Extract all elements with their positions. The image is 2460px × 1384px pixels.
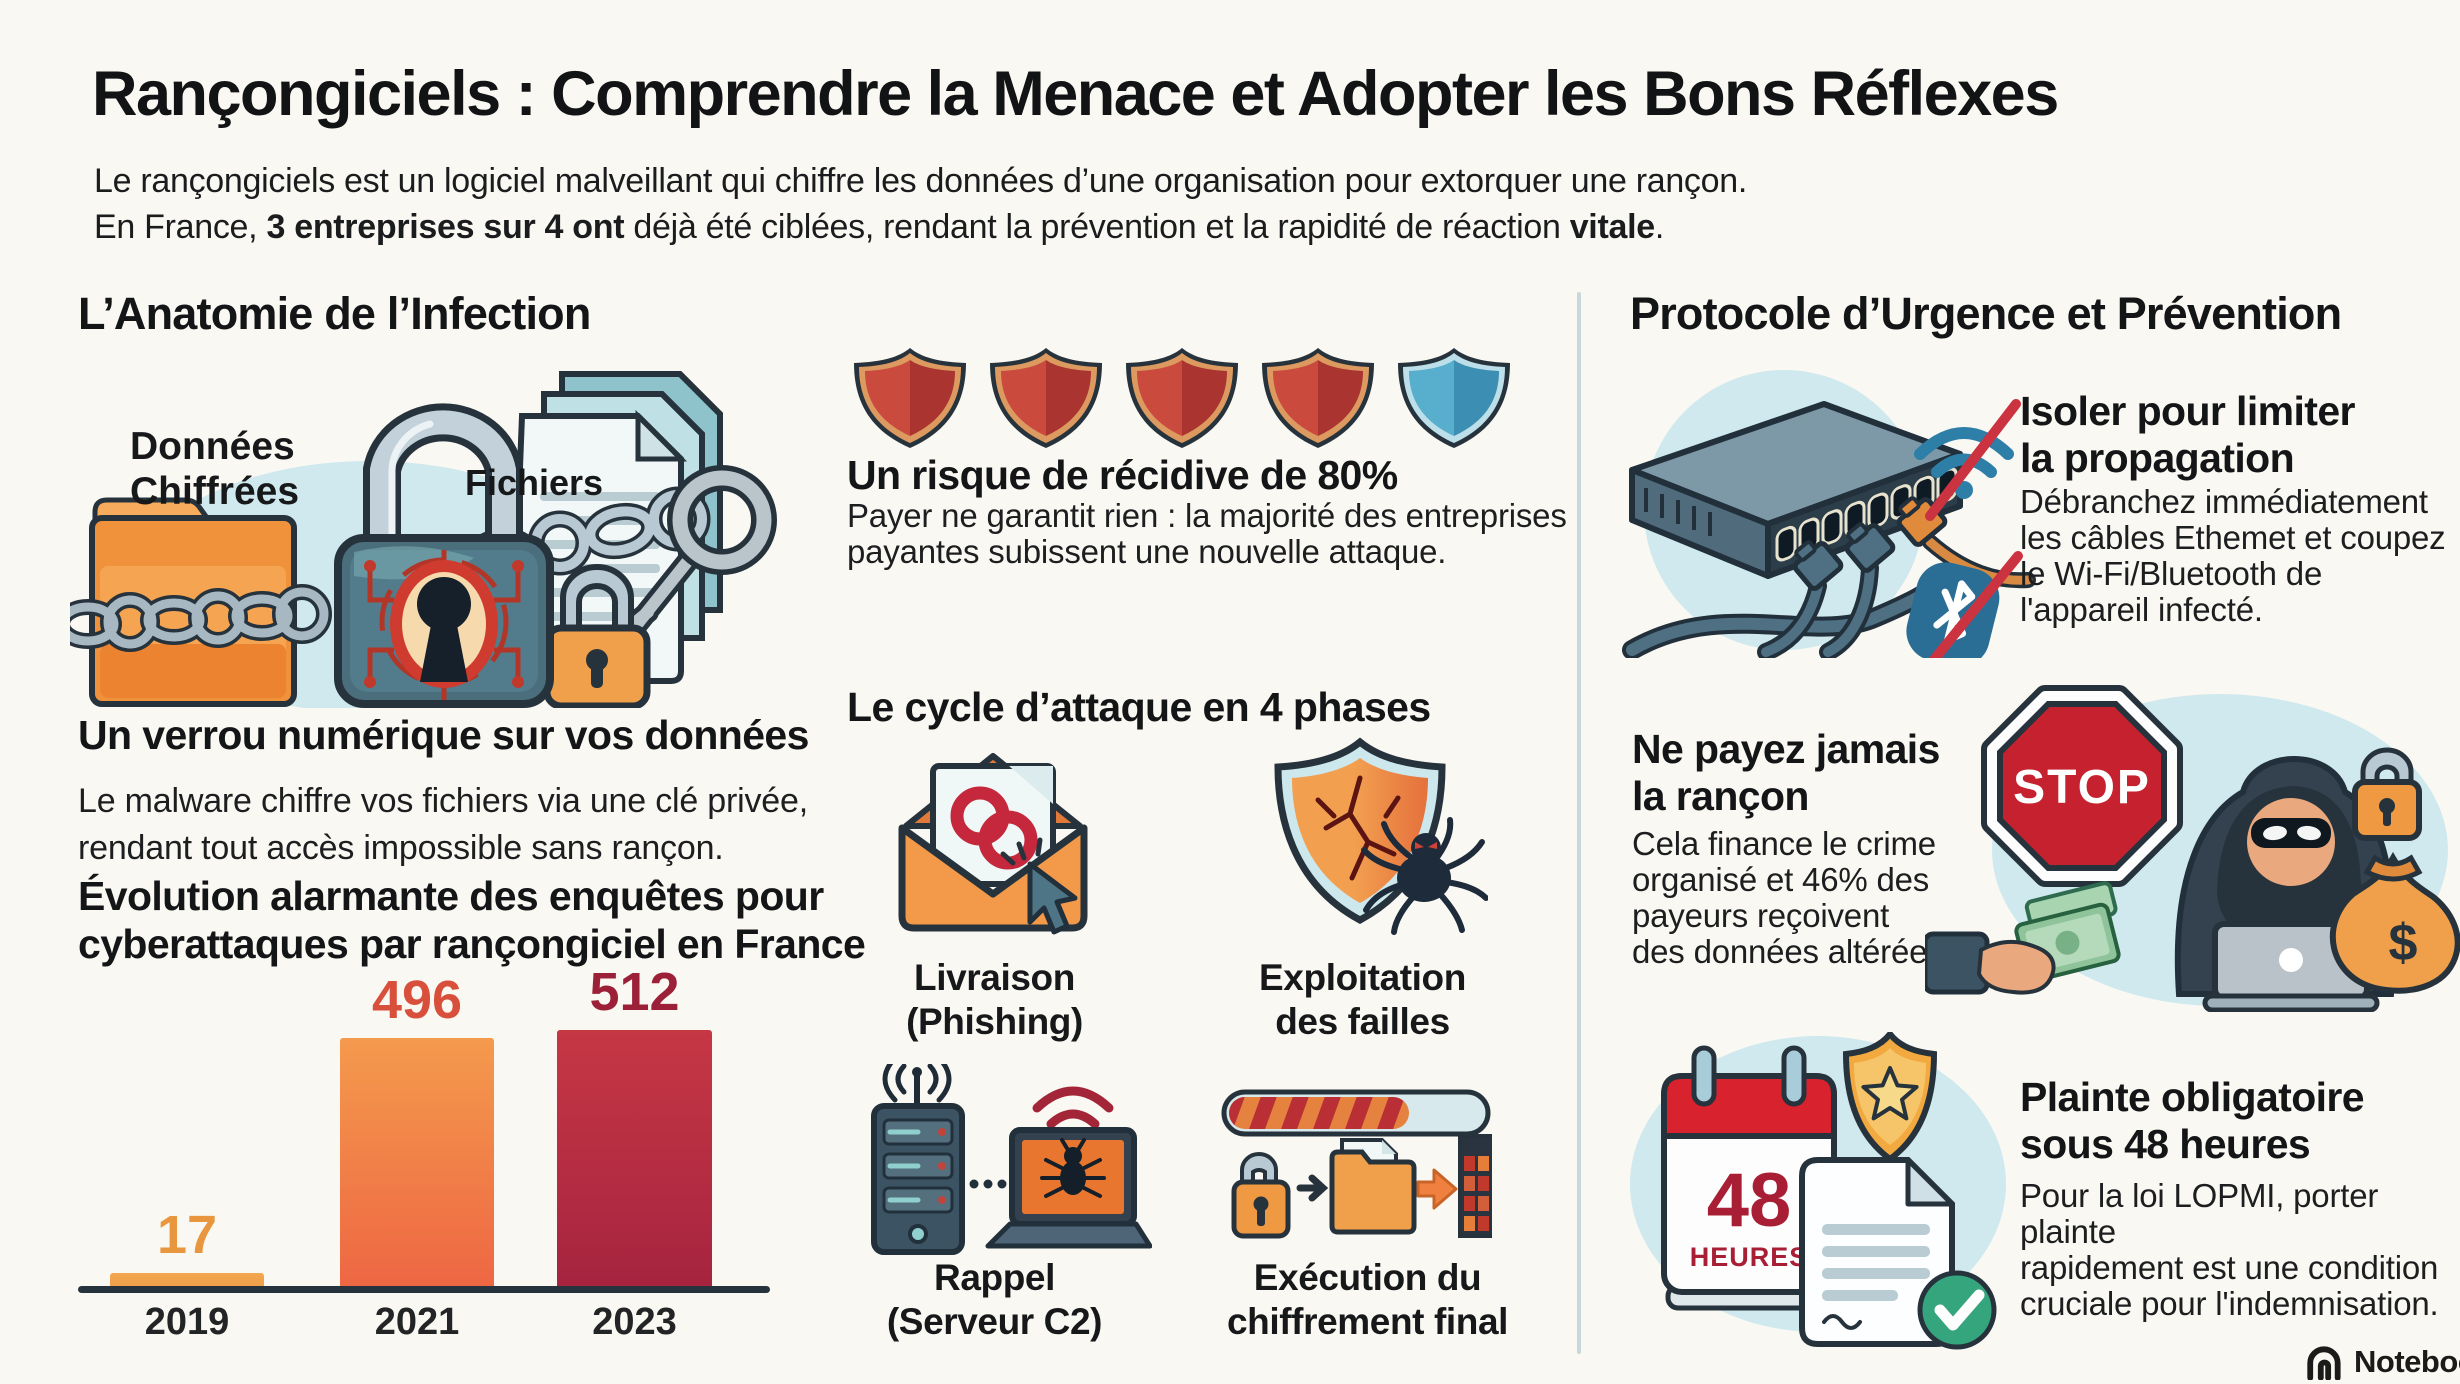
chart-bar-group: 512 2023	[557, 962, 712, 1343]
stop-text: STOP	[2013, 761, 2151, 814]
shield-icon	[854, 348, 966, 448]
spider-icon	[1361, 817, 1488, 935]
subtitle-seg: .	[1654, 208, 1665, 246]
chart-plot-area: 17 2019 496 2021 512 2023	[78, 962, 770, 1343]
wifi-crossed-icon	[1914, 399, 2021, 521]
phase-subname: chiffrement final	[1226, 1301, 1509, 1342]
bluetooth-crossed-icon	[1906, 551, 2023, 658]
notebooklm-logo-icon	[2307, 1346, 2341, 1380]
bar-chart: 17 2019 496 2021 512 2023	[78, 962, 778, 1348]
subtitle-seg-bold: vitale	[1569, 208, 1655, 246]
column-divider	[1577, 292, 1581, 1354]
chain-icon	[70, 584, 332, 652]
page-title: Rançongiciels : Comprendre la Menace et …	[92, 59, 2059, 129]
encrypted-grid-icon	[1458, 1134, 1492, 1238]
padlock-icon	[2352, 747, 2422, 841]
lock-section-title: Un verrou numérique sur vos données	[78, 712, 809, 758]
calendar-number-text: 48	[1707, 1158, 1792, 1243]
arrow-icon	[1296, 1174, 1329, 1202]
encryption-progress-icon	[1221, 1089, 1492, 1239]
axis-tick-2019: 2019	[144, 1301, 230, 1343]
subtitle-line2: En France, 3 entreprises sur 4 ont déjà …	[94, 208, 1664, 247]
network-switch-icon	[1629, 401, 1963, 579]
shield-icon	[1398, 348, 1510, 448]
phishing-envelope-icon	[898, 753, 1088, 935]
phase-subname: des failles	[1275, 1001, 1450, 1042]
bar-2023	[557, 1030, 712, 1286]
antenna-icon	[882, 1064, 952, 1109]
hacker-ransom-illustration-icon: STOP $	[1925, 685, 2460, 1012]
phase-name: Livraison	[914, 957, 1075, 998]
click-ticks-icon	[1000, 837, 1043, 866]
axis-tick-2023: 2023	[592, 1301, 677, 1343]
network-switch-illustration-icon	[1622, 370, 2036, 658]
padlock-circuit-icon	[334, 403, 554, 708]
complaint-48h-illustration-icon: 48 HEURES	[1630, 1032, 2006, 1350]
bar-2019	[110, 1273, 264, 1286]
lock-icon	[1231, 1152, 1291, 1239]
calendar-unit-text: HEURES	[1690, 1242, 1809, 1272]
bar-value-2021: 496	[371, 970, 463, 1030]
axis-tick-2021: 2021	[374, 1301, 460, 1343]
money-bag-icon: $	[2329, 851, 2460, 994]
notebooklm-watermark: NotebookLM	[2306, 1344, 2460, 1380]
laptop-icon	[2202, 921, 2380, 1012]
isolate-title: Isoler pour limiter la propagation	[2020, 388, 2356, 482]
phase-label-execution: Exécution du chiffrement final	[1215, 1256, 1520, 1344]
orange-arrow-icon	[1416, 1168, 1458, 1210]
cursor-icon	[1027, 861, 1078, 935]
subtitle-line1: Le rançongiciels est un logiciel malveil…	[94, 162, 1748, 200]
encrypted-data-illustration-icon	[70, 371, 777, 708]
phase-name: Exécution du	[1253, 1257, 1482, 1298]
calendar-48h-icon: 48 HEURES	[1661, 1045, 1837, 1311]
phase-label-exploitation: Exploitation des failles	[1215, 956, 1510, 1044]
label-fichiers: Fichiers	[465, 462, 604, 503]
section-title-anatomy: L’Anatomie de l’Infection	[78, 288, 591, 339]
cycle-title: Le cycle d’attaque en 4 phases	[847, 684, 1431, 730]
phase-label-livraison: Livraison (Phishing)	[847, 956, 1142, 1044]
watermark-text: NotebookLM	[2354, 1344, 2460, 1379]
phase-subname: (Serveur C2)	[886, 1301, 1103, 1342]
bar-value-2023: 512	[589, 962, 680, 1022]
check-circle-icon	[1917, 1270, 1997, 1350]
subtitle-seg-bold: 3 entreprises sur 4 ont	[266, 208, 625, 246]
phase-subname: (Phishing)	[906, 1001, 1083, 1042]
shield-icon	[1126, 348, 1238, 448]
cracked-shield-bug-icon	[1274, 737, 1488, 935]
small-padlock-icon	[543, 564, 651, 708]
hand-money-icon	[1925, 881, 2121, 995]
bar-2021	[340, 1038, 494, 1286]
phase-name: Exploitation	[1259, 957, 1466, 998]
no-pay-title: Ne payez jamais la rançon	[1632, 726, 1940, 820]
dollar-text: $	[2389, 914, 2418, 972]
lock-section-body: Le malware chiffre vos fichiers via une …	[78, 782, 808, 867]
shield-icon	[1262, 348, 1374, 448]
phase-name: Rappel	[934, 1257, 1055, 1298]
bar-value-2019: 17	[156, 1205, 218, 1265]
shield-icon	[990, 348, 1102, 448]
recurrence-body: Payer ne garantit rien : la majorité des…	[847, 497, 1567, 570]
chart-bar-group: 17 2019	[110, 988, 264, 1343]
subtitle-seg: déjà été ciblées, rendant la prévention …	[624, 208, 1570, 246]
chart-bar-group: 496 2021	[340, 970, 494, 1343]
c2-server-icon	[871, 1064, 1152, 1255]
shield-row	[848, 346, 1516, 450]
complaint-title: Plainte obligatoire sous 48 heures	[2020, 1074, 2365, 1168]
subtitle-seg: En France,	[94, 208, 267, 246]
stop-sign-icon: STOP	[1981, 685, 2183, 887]
x-axis	[78, 1286, 770, 1293]
section-title-protocole: Protocole d’Urgence et Prévention	[1630, 288, 2342, 339]
police-badge-icon	[1842, 1032, 1938, 1163]
phase-label-rappel: Rappel (Serveur C2)	[847, 1256, 1142, 1344]
isolate-body: Débranchez immédiatement les câbles Ethe…	[2020, 483, 2446, 628]
no-pay-body: Cela finance le crime organisé et 46% de…	[1632, 825, 1953, 970]
infected-laptop-icon	[985, 1127, 1152, 1249]
complaint-body: Pour la loi LOPMI, porter plainte rapide…	[2020, 1177, 2439, 1322]
label-donnees-chiffrees: Données Chiffrées	[130, 425, 300, 513]
recurrence-title: Un risque de récidive de 80%	[847, 452, 1398, 498]
folder-doc-icon	[1329, 1138, 1417, 1235]
chart-title: Évolution alarmante des enquêtes pour cy…	[78, 873, 866, 967]
